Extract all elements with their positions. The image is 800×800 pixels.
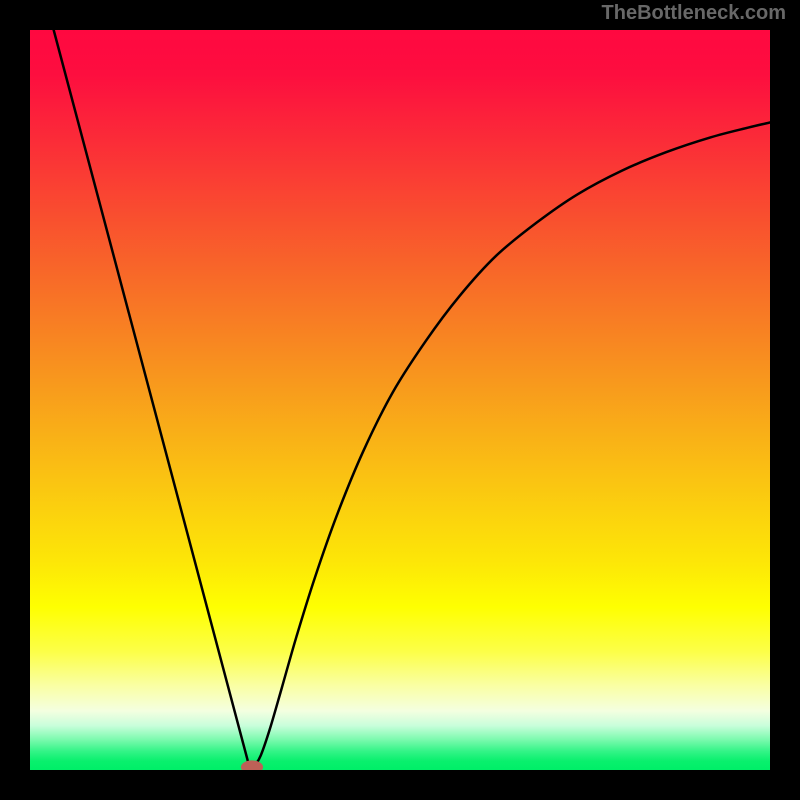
bottleneck-chart [0,0,800,800]
minimum-marker [241,760,263,773]
watermark-text: TheBottleneck.com [602,2,786,25]
plot-background [30,30,770,770]
